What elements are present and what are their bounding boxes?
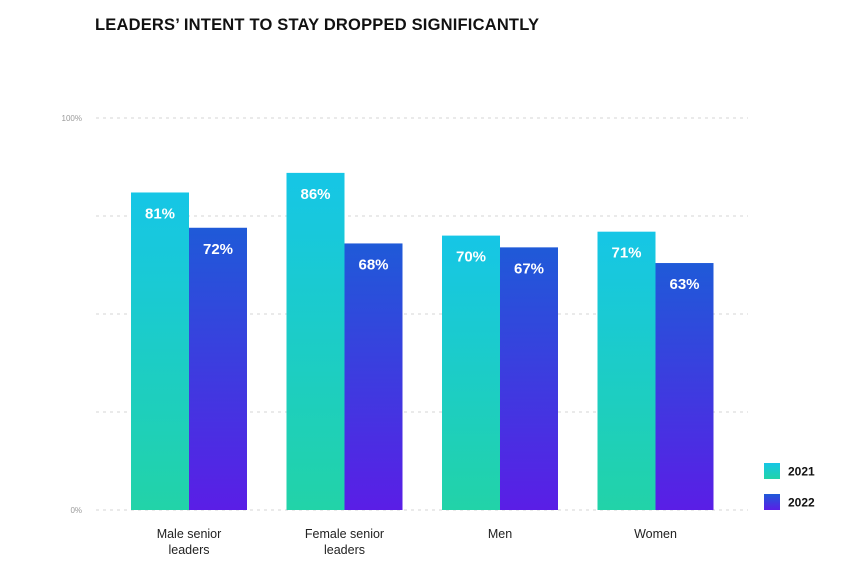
data-label: 86% bbox=[300, 186, 330, 203]
bar-2021-0 bbox=[131, 192, 189, 511]
bar-2021-1 bbox=[286, 172, 345, 510]
legend-swatch bbox=[764, 494, 780, 510]
data-label: 70% bbox=[456, 249, 486, 266]
bar-2022-0 bbox=[189, 227, 247, 510]
chart-title: LEADERS’ INTENT TO STAY DROPPED SIGNIFIC… bbox=[95, 16, 540, 34]
category-labels: Male senior leaders Female senior leaders Me… bbox=[157, 527, 677, 557]
legend-label: 2021 bbox=[788, 465, 815, 479]
bars bbox=[131, 172, 714, 511]
category-label: Female senior bbox=[305, 527, 384, 541]
data-label: 63% bbox=[669, 276, 699, 293]
legend-swatch bbox=[764, 463, 780, 479]
category-label: leaders bbox=[169, 543, 210, 557]
category-label: Male senior bbox=[157, 527, 222, 541]
bar-2022-1 bbox=[344, 243, 403, 510]
bar-2021-3 bbox=[597, 231, 656, 510]
bar-2021-2 bbox=[442, 235, 500, 510]
data-label: 68% bbox=[358, 256, 388, 273]
bar-2022-2 bbox=[500, 247, 558, 511]
category-label: Women bbox=[634, 527, 677, 541]
y-tick-label: 0% bbox=[70, 506, 82, 515]
category-label: leaders bbox=[324, 543, 365, 557]
legend-label: 2022 bbox=[788, 496, 815, 510]
data-label: 67% bbox=[514, 260, 544, 277]
data-labels: 81% 86% 70% 71% 72% 68% 67% 63% bbox=[145, 186, 700, 293]
data-label: 72% bbox=[203, 241, 233, 258]
data-label: 81% bbox=[145, 205, 175, 222]
data-label: 71% bbox=[611, 245, 641, 262]
legend: 2021 2022 bbox=[764, 463, 815, 510]
y-tick-label: 100% bbox=[62, 114, 82, 123]
category-label: Men bbox=[488, 527, 512, 541]
grid: 0% 100% bbox=[62, 114, 748, 515]
bar-2022-3 bbox=[655, 263, 714, 510]
